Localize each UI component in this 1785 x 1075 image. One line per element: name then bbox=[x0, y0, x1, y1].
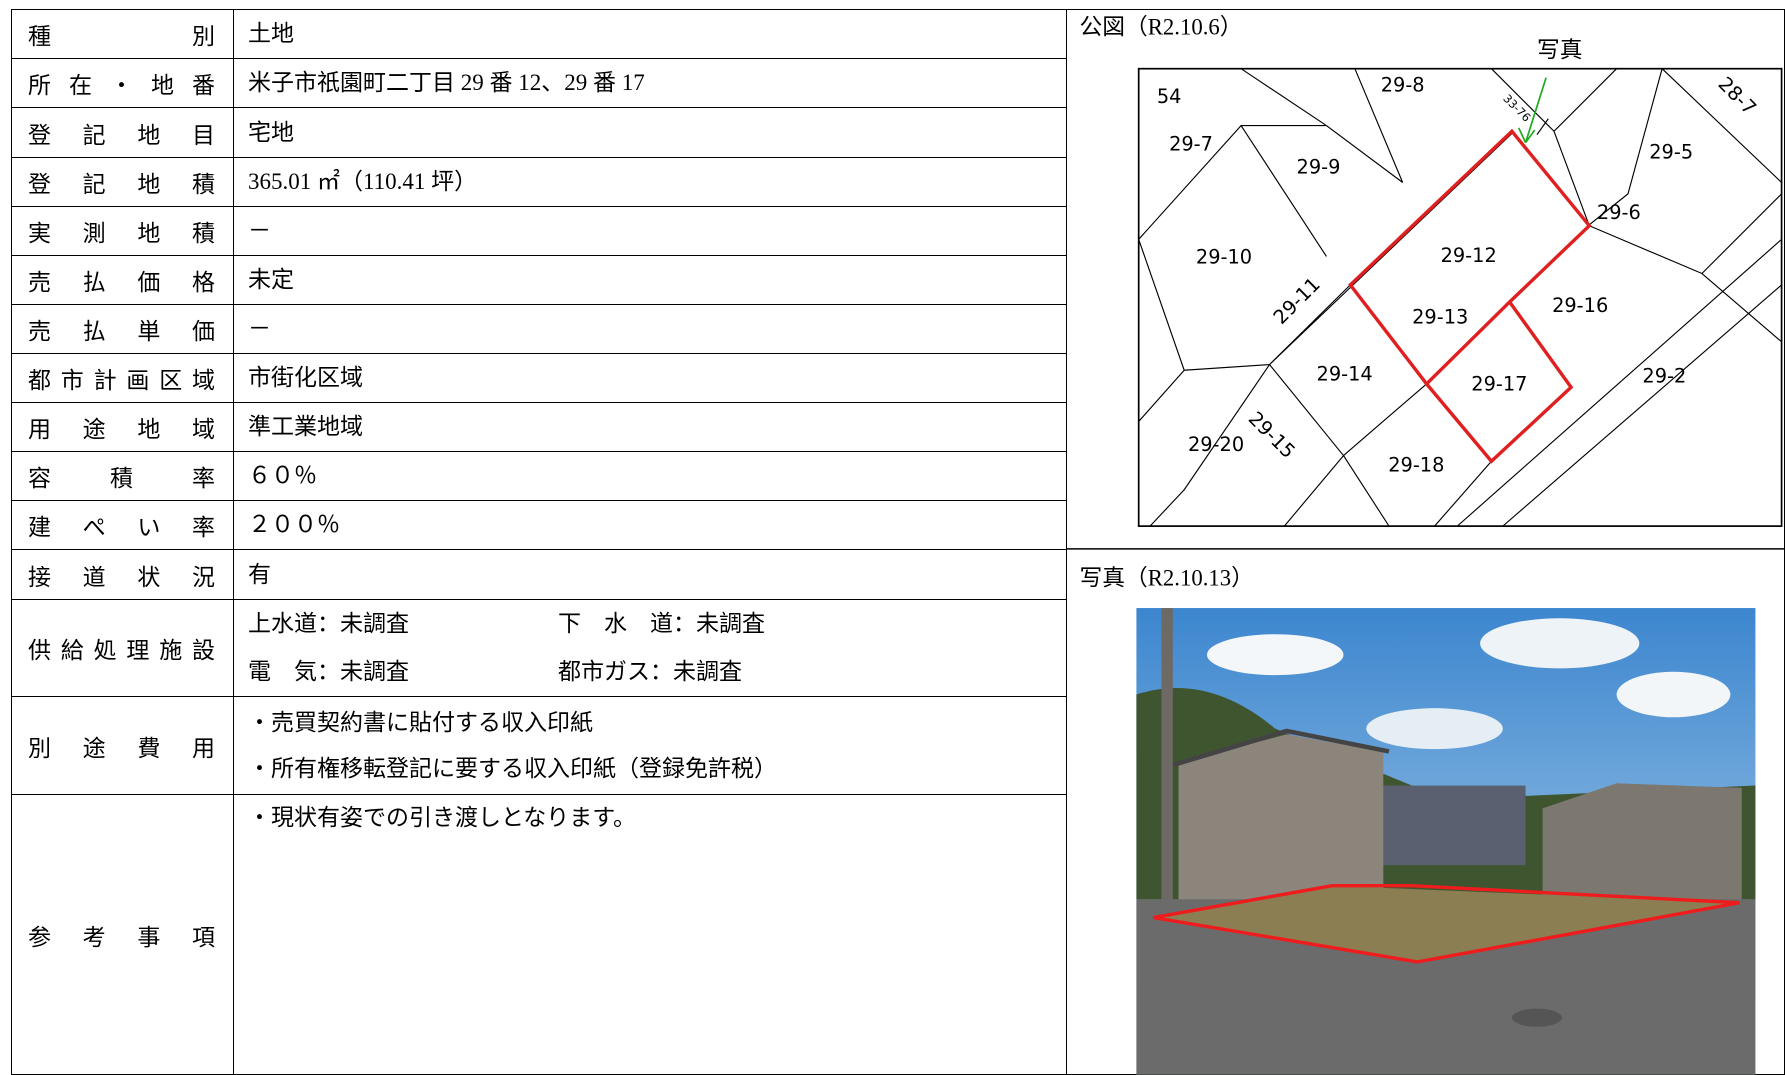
parcel-label: 29-9 bbox=[1297, 155, 1341, 178]
value-line: 未定 bbox=[248, 267, 294, 292]
parcel-label: 29-20 bbox=[1188, 433, 1244, 456]
value-line: 有 bbox=[248, 561, 271, 587]
parcel-label: 29-14 bbox=[1317, 362, 1373, 385]
value-line: 市街化区域 bbox=[248, 365, 363, 390]
photo-annotation: 写真 bbox=[1537, 37, 1583, 62]
table-row: 売払単価 － bbox=[11, 304, 1067, 354]
value-line: 電 気：未調査 都市ガス：未調査 bbox=[248, 648, 1052, 696]
value-cell: 都市ガス：未調査 bbox=[558, 659, 742, 684]
row-label: 供給処理施設 bbox=[11, 599, 234, 697]
value-line: － bbox=[248, 316, 271, 341]
property-table: 種別 土地 所在・地番 米子市祇園町二丁目 29 番 12、29 番 17 登記地目 宅地… bbox=[11, 9, 1067, 1075]
row-value: 宅地 bbox=[233, 107, 1067, 158]
row-value: 土地 bbox=[233, 9, 1067, 59]
photo bbox=[1136, 608, 1756, 1075]
row-value: － bbox=[233, 206, 1067, 256]
table-row: 容積率 ６０％ bbox=[11, 451, 1067, 501]
parcel-label: 28-7 bbox=[1714, 72, 1761, 119]
map-title: 公図（R2.10.6） bbox=[1080, 15, 1243, 40]
parcel-label: 29-17 bbox=[1471, 373, 1527, 396]
table-row: 用途地域 準工業地域 bbox=[11, 402, 1067, 452]
row-label: 別途費用 bbox=[11, 696, 234, 795]
value-line: 米子市祇園町二丁目 29 番 12、29 番 17 bbox=[248, 70, 645, 95]
value-line: ２００％ bbox=[248, 512, 340, 537]
photo-title: 写真（R2.10.13） bbox=[1080, 565, 1254, 590]
row-label: 接道状況 bbox=[11, 549, 234, 600]
table-row: 供給処理施設 上水道：未調査 下 水 道：未調査電 気：未調査 都市ガス：未調査 bbox=[11, 599, 1067, 697]
table-row: 種別 土地 bbox=[11, 9, 1067, 59]
row-label: 登記地目 bbox=[11, 107, 234, 158]
parcel-label: 29-12 bbox=[1441, 244, 1497, 267]
parcel-label: 29-5 bbox=[1649, 141, 1693, 164]
value-cell: 下 水 道：未調査 bbox=[558, 611, 765, 636]
row-value: 365.01 ㎡（110.41 坪） bbox=[233, 157, 1067, 207]
value-line: ・現状有姿での引き渡しとなります。 bbox=[248, 805, 637, 830]
value-line: ・売買契約書に貼付する収入印紙 bbox=[248, 709, 593, 735]
row-label: 売払単価 bbox=[11, 304, 234, 354]
row-label: 売払価格 bbox=[11, 255, 234, 305]
row-value: 未定 bbox=[233, 255, 1067, 305]
row-value: 市街化区域 bbox=[233, 353, 1067, 403]
table-row: 参考事項 ・現状有姿での引き渡しとなります。 bbox=[11, 794, 1067, 1075]
value-cell: 上水道：未調査 bbox=[248, 611, 409, 636]
value-line: － bbox=[248, 218, 271, 243]
parcel-label: 29-18 bbox=[1388, 454, 1444, 477]
table-row: 都市計画区域 市街化区域 bbox=[11, 353, 1067, 403]
value-cell: 電 気：未調査 bbox=[248, 659, 409, 684]
row-label: 用途地域 bbox=[11, 402, 234, 452]
row-label: 登記地積 bbox=[11, 157, 234, 207]
parcel-label: 29-2 bbox=[1642, 365, 1686, 388]
parcel-label: 29-7 bbox=[1169, 133, 1213, 156]
row-label: 所在・地番 bbox=[11, 58, 234, 108]
parcel-label: 29-15 bbox=[1244, 407, 1300, 463]
value-line: ・所有権移転登記に要する収入印紙（登録免許税） bbox=[248, 755, 777, 781]
table-row: 所在・地番 米子市祇園町二丁目 29 番 12、29 番 17 bbox=[11, 58, 1067, 108]
row-value: － bbox=[233, 304, 1067, 354]
row-value: ６０％ bbox=[233, 451, 1067, 501]
table-row: 接道状況有 bbox=[11, 549, 1067, 600]
row-value: 準工業地域 bbox=[233, 402, 1067, 452]
parcel-label: 29-13 bbox=[1412, 306, 1468, 329]
value-line: 宅地 bbox=[248, 119, 294, 145]
row-label: 建ぺい率 bbox=[11, 500, 234, 550]
table-row: 別途費用 ・売買契約書に貼付する収入印紙・所有権移転登記に要する収入印紙（登録免許… bbox=[11, 696, 1067, 795]
row-value: ２００％ bbox=[233, 500, 1067, 550]
row-value: ・売買契約書に貼付する収入印紙・所有権移転登記に要する収入印紙（登録免許税） bbox=[233, 696, 1067, 795]
value-line: 土地 bbox=[248, 21, 294, 46]
table-row: 登記地積 365.01 ㎡（110.41 坪） bbox=[11, 157, 1067, 207]
parcel-labels: 54 29-8 33-76 28-7 29-7 29-9 29-5 29-6 29-10 29-1… bbox=[1157, 37, 1761, 476]
value-line: 上水道：未調査 下 水 道：未調査 bbox=[248, 600, 1052, 648]
table-row: 建ぺい率 ２００％ bbox=[11, 500, 1067, 550]
value-line: ６０％ bbox=[248, 463, 317, 488]
parcel-label: 33-76 bbox=[1500, 91, 1533, 124]
row-label: 容積率 bbox=[11, 451, 234, 501]
row-label: 実測地積 bbox=[11, 206, 234, 256]
table-row: 登記地目 宅地 bbox=[11, 107, 1067, 158]
row-label: 参考事項 bbox=[11, 794, 234, 1075]
row-value: 米子市祇園町二丁目 29 番 12、29 番 17 bbox=[233, 58, 1067, 108]
row-value: ・現状有姿での引き渡しとなります。 bbox=[233, 794, 1067, 1075]
value-line: 準工業地域 bbox=[248, 414, 363, 439]
row-value: 有 bbox=[233, 549, 1067, 600]
parcel-label: 54 bbox=[1157, 85, 1182, 108]
value-line: 365.01 ㎡（110.41 坪） bbox=[248, 169, 478, 194]
parcel-label: 29-10 bbox=[1196, 245, 1252, 268]
cadastral-map bbox=[1137, 67, 1783, 527]
parcel-label: 29-16 bbox=[1552, 294, 1608, 317]
row-label: 種別 bbox=[11, 9, 234, 59]
parcel-label: 29-8 bbox=[1381, 73, 1425, 96]
row-value: 上水道：未調査 下 水 道：未調査電 気：未調査 都市ガス：未調査 bbox=[233, 599, 1067, 697]
parcel-label: 29-6 bbox=[1597, 201, 1641, 224]
row-label: 都市計画区域 bbox=[11, 353, 234, 403]
table-row: 売払価格 未定 bbox=[11, 255, 1067, 305]
table-row: 実測地積 － bbox=[11, 206, 1067, 256]
right-graphics: 公図（R2.10.6） 写真（R2.10.13） 54 29-8 33-76 28-7… bbox=[1067, 15, 1785, 1075]
